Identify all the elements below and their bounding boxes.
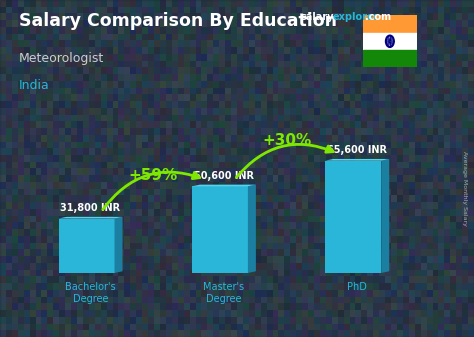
Text: salary: salary — [301, 12, 335, 22]
Text: 50,600 INR: 50,600 INR — [194, 171, 254, 181]
Text: Meteorologist: Meteorologist — [19, 52, 104, 65]
Bar — [363, 15, 417, 33]
Text: +59%: +59% — [128, 168, 178, 183]
Bar — [325, 161, 381, 273]
Text: .com: .com — [365, 12, 391, 22]
Text: Bachelor's
Degree: Bachelor's Degree — [65, 282, 116, 304]
Text: +30%: +30% — [262, 133, 311, 148]
Text: India: India — [19, 79, 50, 92]
Bar — [192, 186, 248, 273]
Polygon shape — [192, 185, 256, 186]
Text: 31,800 INR: 31,800 INR — [61, 203, 120, 213]
Text: Average Monthly Salary: Average Monthly Salary — [462, 151, 467, 226]
Bar — [363, 50, 417, 67]
Text: Master's
Degree: Master's Degree — [203, 282, 245, 304]
Bar — [58, 218, 115, 273]
Text: explorer: explorer — [333, 12, 379, 22]
Polygon shape — [381, 159, 389, 273]
Text: Salary Comparison By Education: Salary Comparison By Education — [19, 12, 337, 30]
Polygon shape — [325, 159, 389, 161]
Bar — [363, 33, 417, 50]
Text: PhD: PhD — [347, 282, 367, 292]
Text: 65,600 INR: 65,600 INR — [327, 145, 387, 155]
Polygon shape — [58, 217, 123, 218]
Polygon shape — [115, 217, 123, 273]
Polygon shape — [248, 185, 256, 273]
